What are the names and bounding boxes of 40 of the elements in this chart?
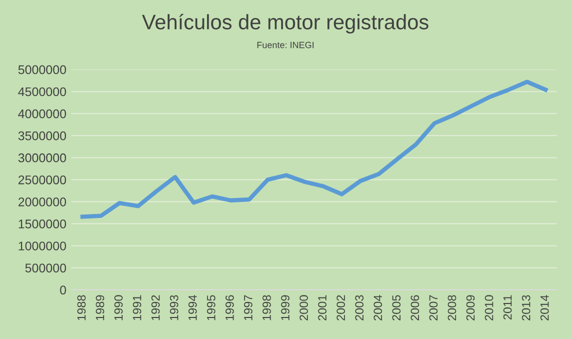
x-tick-label: 2005: [392, 295, 401, 320]
x-tick-label: 2007: [429, 295, 438, 320]
x-tick-label: 2011: [503, 295, 512, 320]
x-tick-label: 1996: [226, 295, 234, 320]
x-tick-label: 1998: [262, 295, 271, 320]
y-tick-label: 3500000: [18, 131, 66, 140]
x-tick-label: 2001: [318, 295, 326, 320]
x-tick-label: 1991: [132, 295, 142, 320]
x-tick-label: 1988: [77, 295, 86, 320]
x-tick-label: 2008: [448, 295, 456, 320]
x-tick-label: 1994: [188, 295, 197, 320]
x-tick-label: 1997: [244, 295, 252, 320]
x-tick-label: 2000: [300, 295, 308, 320]
chart-title: Vehículos de motor registrados: [142, 14, 428, 34]
x-tick-label: 2003: [355, 295, 364, 320]
x-tick-label: 2013: [522, 295, 530, 320]
x-tick-label: 2010: [484, 295, 494, 320]
x-tick-label: 1992: [151, 295, 160, 320]
line-series: [80, 80, 548, 219]
chart-subtitle: Fuente: INEGI: [257, 42, 314, 48]
y-tick-label: 4000000: [18, 109, 66, 118]
x-tick-label: 1999: [281, 295, 290, 320]
y-tick-label: 2000000: [18, 198, 66, 206]
y-tick-label: 1500000: [18, 220, 66, 228]
x-tick-label: 2006: [410, 295, 420, 320]
x-tick-label: 2002: [336, 295, 346, 320]
x-tick-label: 1995: [206, 295, 216, 320]
x-tick-label: 1989: [96, 295, 104, 320]
x-tick-label: 2004: [374, 295, 382, 320]
y-tick-label: 4500000: [18, 87, 66, 96]
y-tick-label: 5000000: [18, 65, 66, 74]
x-tick-label: 1993: [170, 295, 178, 320]
y-tick-label: 0: [60, 286, 66, 294]
y-tick-label: 3000000: [18, 153, 66, 162]
y-tick-label: 1000000: [18, 242, 66, 250]
x-tick-label: 2014: [540, 295, 549, 320]
x-tick-label: 2009: [466, 295, 475, 320]
y-tick-label: 500000: [25, 264, 66, 272]
x-tick-label: 1990: [114, 295, 123, 320]
y-tick-label: 2500000: [18, 175, 66, 184]
